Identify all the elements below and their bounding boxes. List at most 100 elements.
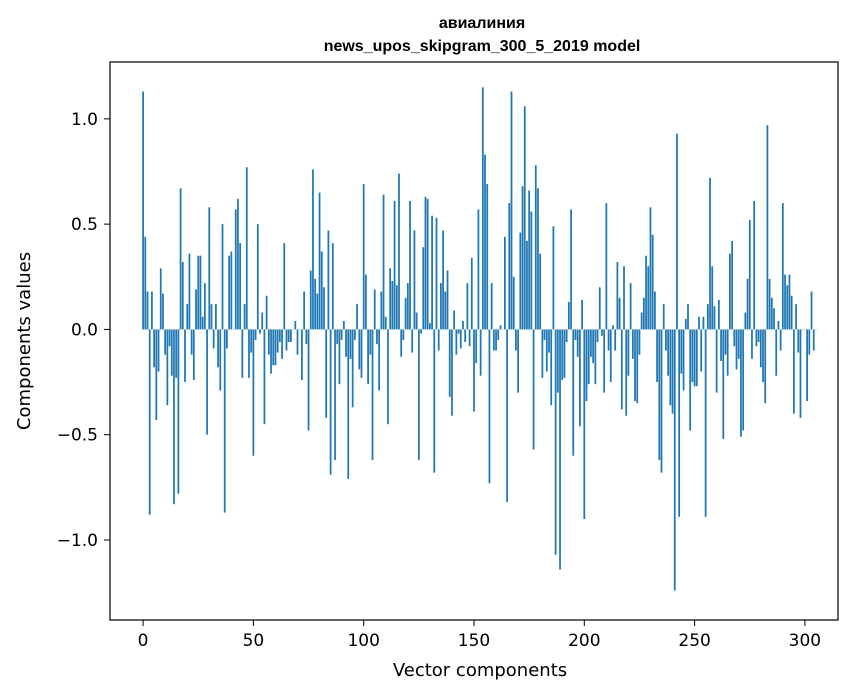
x-axis: 0 50 100 150 200 250 300 bbox=[138, 620, 821, 651]
bar-260 bbox=[715, 329, 718, 393]
bar-269 bbox=[735, 329, 738, 370]
bar-251 bbox=[695, 329, 698, 387]
bar-119 bbox=[404, 297, 407, 330]
bar-24 bbox=[195, 289, 197, 330]
bar-75 bbox=[307, 329, 310, 431]
bar-237 bbox=[665, 329, 667, 351]
x-tick-label: 50 bbox=[243, 631, 265, 651]
bar-220 bbox=[627, 329, 630, 376]
bar-series bbox=[142, 87, 817, 591]
bar-65 bbox=[285, 329, 288, 351]
bar-172 bbox=[521, 186, 524, 330]
bar-248 bbox=[689, 329, 692, 431]
bar-203 bbox=[590, 329, 592, 357]
bar-233 bbox=[656, 329, 658, 383]
bar-112 bbox=[389, 268, 392, 330]
x-tick-label: 300 bbox=[789, 631, 821, 651]
bar-205 bbox=[594, 329, 597, 385]
bar-239 bbox=[669, 329, 672, 406]
bar-149 bbox=[470, 257, 473, 330]
bar-138 bbox=[446, 270, 449, 330]
bar-102 bbox=[367, 329, 369, 385]
bar-265 bbox=[726, 329, 729, 376]
bar-100 bbox=[362, 184, 365, 330]
bar-83 bbox=[325, 329, 328, 418]
bar-67 bbox=[290, 329, 292, 343]
bar-124 bbox=[415, 312, 418, 330]
bar-166 bbox=[508, 203, 511, 330]
bar-99 bbox=[360, 329, 363, 378]
bar-236 bbox=[662, 304, 665, 330]
bar-256 bbox=[706, 304, 709, 330]
bar-199 bbox=[581, 299, 583, 330]
bar-284 bbox=[768, 278, 771, 330]
bar-10 bbox=[164, 329, 167, 355]
bar-137 bbox=[444, 291, 447, 330]
bar-263 bbox=[722, 329, 725, 439]
bar-23 bbox=[192, 329, 195, 380]
bar-97 bbox=[356, 304, 358, 330]
bar-281 bbox=[762, 329, 764, 383]
bar-255 bbox=[704, 329, 707, 517]
bar-107 bbox=[378, 329, 381, 391]
bar-257 bbox=[709, 177, 711, 330]
bar-6 bbox=[155, 329, 158, 420]
y-tick-label: −0.5 bbox=[57, 426, 98, 446]
bar-72 bbox=[301, 329, 303, 380]
bar-101 bbox=[365, 274, 367, 330]
bar-210 bbox=[605, 203, 608, 330]
bar-15 bbox=[175, 329, 178, 378]
bar-11 bbox=[166, 329, 169, 406]
bar-135 bbox=[440, 283, 442, 330]
bar-179 bbox=[537, 188, 539, 330]
bar-38 bbox=[226, 329, 228, 349]
bar-198 bbox=[579, 329, 581, 427]
bar-58 bbox=[270, 329, 272, 374]
bar-264 bbox=[724, 329, 727, 355]
bar-213 bbox=[612, 325, 614, 330]
bar-229 bbox=[647, 266, 650, 330]
bar-117 bbox=[400, 329, 403, 357]
bar-94 bbox=[349, 329, 352, 359]
bar-276 bbox=[751, 329, 753, 359]
x-axis-label: Vector components bbox=[393, 660, 567, 681]
bar-1 bbox=[144, 236, 147, 330]
bar-214 bbox=[614, 329, 617, 351]
bar-34 bbox=[217, 329, 219, 368]
bar-212 bbox=[609, 329, 612, 383]
bar-151 bbox=[475, 329, 478, 364]
bar-109 bbox=[382, 194, 385, 330]
bar-280 bbox=[759, 329, 762, 368]
bar-267 bbox=[731, 240, 733, 330]
bar-180 bbox=[539, 253, 542, 330]
x-tick-label: 150 bbox=[458, 631, 490, 651]
bar-301 bbox=[806, 329, 808, 402]
bar-221 bbox=[629, 283, 632, 330]
bar-134 bbox=[437, 329, 440, 351]
bar-48 bbox=[248, 329, 250, 378]
bar-53 bbox=[259, 329, 261, 334]
bar-61 bbox=[276, 329, 279, 353]
bar-133 bbox=[435, 217, 438, 330]
bar-42 bbox=[234, 209, 237, 330]
bar-201 bbox=[585, 329, 588, 402]
x-tick-label: 100 bbox=[347, 631, 379, 651]
bar-39 bbox=[228, 255, 230, 330]
bar-287 bbox=[775, 329, 778, 376]
bar-298 bbox=[799, 329, 802, 418]
bar-289 bbox=[779, 329, 782, 351]
bar-165 bbox=[506, 329, 508, 503]
bar-98 bbox=[358, 329, 361, 370]
bar-183 bbox=[545, 329, 548, 372]
bar-70 bbox=[296, 329, 299, 355]
bar-268 bbox=[733, 329, 736, 347]
bar-144 bbox=[459, 329, 462, 349]
bar-145 bbox=[462, 321, 464, 330]
bar-272 bbox=[742, 329, 745, 431]
x-tick-label: 0 bbox=[138, 631, 149, 651]
bar-170 bbox=[517, 329, 519, 393]
bar-228 bbox=[645, 255, 647, 330]
bar-132 bbox=[433, 329, 436, 473]
bar-31 bbox=[210, 304, 213, 330]
bar-270 bbox=[737, 329, 740, 359]
